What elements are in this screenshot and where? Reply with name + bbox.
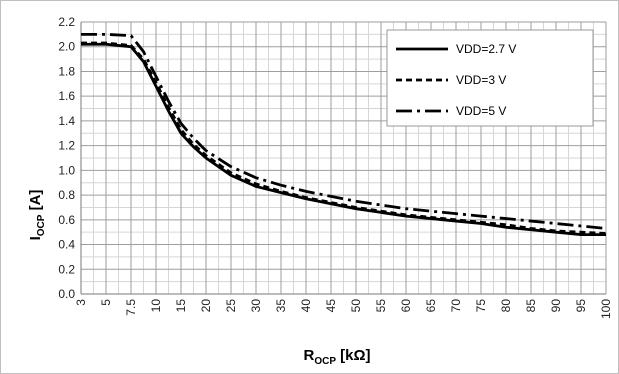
- x-tick-label: 30: [249, 299, 263, 313]
- legend-box: [386, 29, 594, 127]
- x-tick-label: 40: [299, 299, 313, 313]
- x-tick-labels: 3 5 7.5 10 15 20 25 30 35 40 45 50 55 60 65 70 75 80 85 90 9…: [74, 299, 613, 319]
- x-tick-label: 75: [474, 299, 488, 313]
- x-tick-label: 5: [99, 299, 113, 306]
- x-tick-label: 90: [549, 299, 563, 313]
- y-tick-label: 0.2: [58, 262, 75, 276]
- legend-label-1: VDD=2.7 V: [456, 42, 516, 56]
- x-axis-title: ROCP [kΩ]: [303, 347, 370, 367]
- y-tick-label: 0.0: [58, 287, 75, 301]
- series-line-2: [81, 41, 607, 235]
- x-tick-label: 100: [599, 299, 613, 319]
- x-tick-label: 60: [399, 299, 413, 313]
- y-tick-label: 1.2: [58, 139, 75, 153]
- y-tick-label: 2.0: [58, 40, 75, 54]
- x-tick-label: 35: [274, 299, 288, 313]
- x-tick-label: 7.5: [124, 299, 138, 316]
- x-tick-label: 80: [499, 299, 513, 313]
- y-tick-label: 0.4: [58, 238, 75, 252]
- x-tick-label: 95: [574, 299, 588, 313]
- y-tick-labels: 0.0 0.2 0.4 0.6 0.8 1.0 1.2 1.4 1.6 1.8 2.0 2.2: [58, 15, 75, 301]
- y-tick-label: 1.6: [58, 89, 75, 103]
- x-tick-label: 20: [199, 299, 213, 313]
- y-tick-label: 0.8: [58, 188, 75, 202]
- x-tick-label: 85: [524, 299, 538, 313]
- x-tick-label: 50: [349, 299, 363, 313]
- x-tick-label: 45: [324, 299, 338, 313]
- y-axis-title-main: I: [27, 236, 44, 240]
- y-tick-label: 1.0: [58, 163, 75, 177]
- x-tick-label: 15: [174, 299, 188, 313]
- x-tick-label: 70: [449, 299, 463, 313]
- x-tick-label: 25: [224, 299, 238, 313]
- legend-label-3: VDD=5 V: [456, 104, 506, 118]
- x-axis-title-sub: OCP: [314, 356, 336, 367]
- y-tick-label: 2.2: [58, 15, 75, 29]
- x-tick-label: 55: [374, 299, 388, 313]
- y-tick-label: 1.8: [58, 64, 75, 78]
- x-tick-label: 10: [149, 299, 163, 313]
- y-axis-title-sub: OCP: [36, 214, 47, 236]
- y-tick-label: 1.4: [58, 114, 75, 128]
- x-axis-title-unit: [kΩ]: [336, 347, 371, 364]
- y-tick-label: 0.6: [58, 213, 75, 227]
- x-axis-title-main: R: [303, 347, 314, 364]
- x-tick-label: 65: [424, 299, 438, 313]
- series-line-3: [81, 32, 607, 230]
- series-layer: [81, 32, 607, 237]
- legend: VDD=2.7 V VDD=3 V VDD=5 V: [386, 29, 594, 127]
- y-axis-title-unit: [A]: [27, 190, 44, 215]
- x-tick-label: 3: [74, 299, 88, 306]
- y-axis-title: IOCP [A]: [27, 190, 47, 241]
- legend-label-2: VDD=3 V: [456, 73, 506, 87]
